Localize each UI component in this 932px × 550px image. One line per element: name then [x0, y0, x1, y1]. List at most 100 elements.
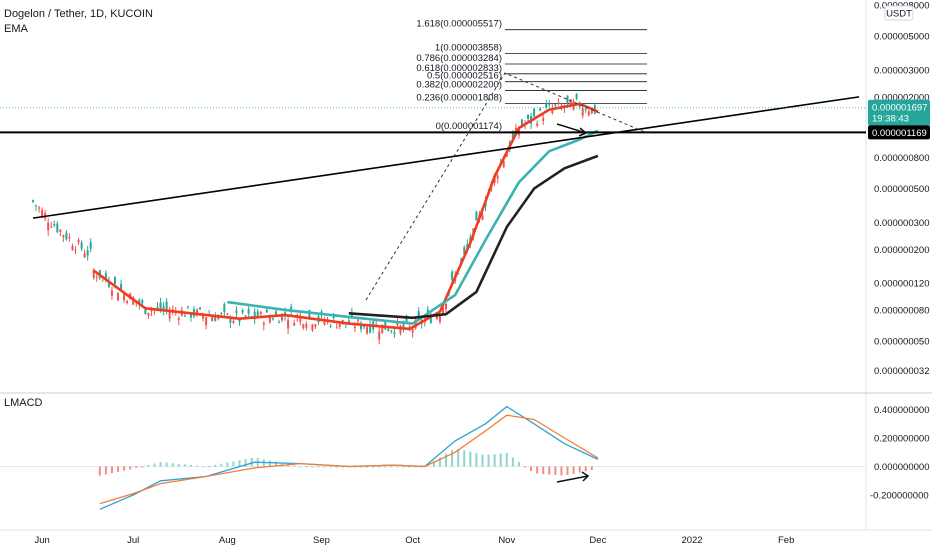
candle-body	[548, 104, 551, 106]
lmacd-pane	[0, 405, 866, 510]
macd-tick-label: 0.400000000	[874, 405, 929, 416]
candle-body	[566, 95, 569, 104]
macd-histogram-bar	[554, 466, 557, 475]
fib-dashed-path	[365, 72, 648, 301]
macd-histogram-bar	[98, 466, 101, 476]
macd-histogram-bar	[129, 466, 132, 470]
candle-body	[156, 306, 159, 308]
candle-body	[92, 269, 95, 278]
macd-histogram-bar	[359, 466, 362, 468]
candle-body	[80, 242, 83, 249]
lower-indicator-label[interactable]: LMACD	[4, 397, 43, 409]
macd-histogram-bar	[117, 466, 120, 472]
time-tick-label: Dec	[589, 535, 606, 546]
candle-body	[341, 319, 344, 323]
macd-histogram-bar	[523, 466, 526, 468]
candle-body	[68, 237, 71, 239]
macd-histogram-bar	[432, 461, 435, 467]
macd-histogram-bar	[366, 466, 369, 468]
macd-histogram-bar	[390, 466, 393, 468]
ema-slow-line	[348, 154, 599, 320]
time-tick-label: Jul	[127, 535, 139, 546]
candle-body	[253, 311, 256, 320]
macd-histogram-bar	[311, 466, 314, 468]
candle-body	[533, 108, 536, 117]
drawings[interactable]	[0, 72, 866, 301]
macd-histogram-bar	[499, 453, 502, 467]
candle-body	[159, 302, 162, 311]
candle-body	[335, 327, 338, 329]
ema-fast-line	[92, 102, 599, 331]
macd-histogram-bar	[141, 466, 144, 468]
candle-body	[110, 290, 113, 296]
candle-body	[441, 306, 444, 314]
candle-body	[435, 315, 438, 319]
candle-body	[293, 322, 296, 326]
macd-histogram-bar	[378, 466, 381, 468]
candle-body	[211, 316, 214, 322]
macd-histogram-bar	[202, 466, 205, 468]
macd-histogram-bar	[165, 462, 168, 467]
candle-body	[256, 311, 259, 318]
macd-tick-label: -0.200000000	[870, 491, 929, 502]
candle-body	[171, 309, 174, 311]
currency-badge-text: USDT	[886, 9, 912, 20]
macd-histogram-bar	[220, 463, 223, 467]
candle-body	[38, 207, 41, 209]
candle-body	[214, 316, 217, 322]
currency-badge	[884, 5, 914, 21]
candle-body	[369, 324, 372, 333]
signal-line	[99, 414, 599, 505]
indicator-label[interactable]: EMA	[4, 23, 28, 35]
fib-level-label: 0.618(0.000002833)	[416, 63, 502, 74]
macd-tick-label: 0.200000000	[874, 434, 929, 445]
ema-lines	[92, 102, 599, 331]
candle-body	[287, 320, 290, 329]
macd-histogram-bar	[214, 464, 217, 467]
price-tick-label: 0.000000800	[874, 153, 929, 164]
candle-body	[393, 332, 396, 335]
chart-title[interactable]: Dogelon / Tether, 1D, KUCOIN	[4, 8, 153, 20]
candle-body	[232, 321, 235, 323]
last-price-text: 0.000001697	[872, 103, 927, 114]
macd-histogram-bar	[183, 464, 186, 467]
candle-body	[463, 247, 466, 254]
candle-body	[551, 108, 554, 114]
candle-body	[274, 311, 277, 315]
candle-body	[581, 108, 584, 116]
candle-body	[117, 292, 120, 301]
macd-histogram-bar	[445, 453, 448, 467]
candle-body	[189, 314, 192, 318]
candle-body	[338, 323, 341, 327]
macd-histogram-bar	[481, 454, 484, 467]
macd-histogram-bar	[463, 450, 466, 467]
price-axis[interactable]: 0.0000080000.0000050000.0000030000.00000…	[870, 1, 929, 502]
candle-body	[165, 301, 168, 311]
candle-body	[417, 311, 420, 320]
candle-body	[35, 205, 38, 207]
fibonacci-levels[interactable]: 1.618(0.000005517) 1(0.000003858)0.786(0.…	[416, 19, 647, 133]
candle-body	[311, 324, 314, 331]
candle-body	[89, 242, 92, 249]
macd-histogram-bar	[475, 453, 478, 467]
macd-histogram-bar	[408, 466, 411, 468]
candle-body	[323, 320, 326, 325]
candle-body	[411, 328, 414, 333]
macd-histogram-bar	[457, 448, 460, 467]
macd-histogram-bar	[584, 466, 587, 472]
macd-histogram-bar	[274, 461, 277, 467]
candle-body	[235, 310, 238, 314]
candle-body	[199, 307, 202, 310]
fib-level-label: 1.618(0.000005517)	[416, 19, 502, 30]
candle-body	[314, 324, 317, 327]
candle-body	[502, 161, 505, 168]
candle-body	[77, 239, 80, 243]
candle-body	[65, 232, 68, 240]
macd-histogram-bar	[530, 466, 533, 472]
candle-body	[305, 324, 308, 328]
time-axis[interactable]: Jun Jul Aug Sep Oct Nov Dec 2022 Feb	[34, 535, 794, 546]
candle-body	[74, 249, 77, 251]
candle-body	[62, 235, 65, 238]
macd-histogram-bar	[414, 466, 417, 468]
